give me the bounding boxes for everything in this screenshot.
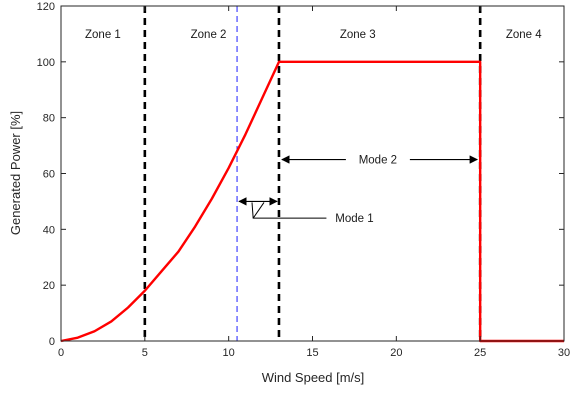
y-axis-title: Generated Power [%] (8, 111, 23, 235)
y-tick-label-80: 80 (43, 113, 55, 125)
x-tick-label-20: 20 (390, 347, 402, 359)
x-axis-title: Wind Speed [m/s] (262, 370, 365, 385)
zone-label-2: Zone 2 (191, 29, 227, 41)
zone-label-1: Zone 1 (85, 29, 121, 41)
y-tick-label-0: 0 (49, 336, 55, 348)
y-tick-label-100: 100 (37, 57, 55, 69)
y-tick-label-40: 40 (43, 224, 55, 236)
y-tick-label-120: 120 (37, 1, 55, 13)
x-tick-label-25: 25 (474, 347, 486, 359)
zone-label-4: Zone 4 (506, 29, 542, 41)
x-tick-label-15: 15 (306, 347, 318, 359)
mode-1-leader-branch (252, 202, 265, 219)
y-tick-label-20: 20 (43, 280, 55, 292)
x-tick-label-5: 5 (142, 347, 148, 359)
mode-1-label: Mode 1 (335, 213, 373, 225)
mode-2-label: Mode 2 (359, 155, 397, 167)
plot-area (61, 6, 564, 341)
power-curve-series-0 (60, 60, 564, 343)
y-tick-label-60: 60 (43, 169, 55, 181)
x-tick-label-0: 0 (58, 347, 64, 359)
x-tick-label-10: 10 (223, 347, 235, 359)
zone-label-3: Zone 3 (340, 29, 376, 41)
x-tick-label-30: 30 (558, 347, 570, 359)
